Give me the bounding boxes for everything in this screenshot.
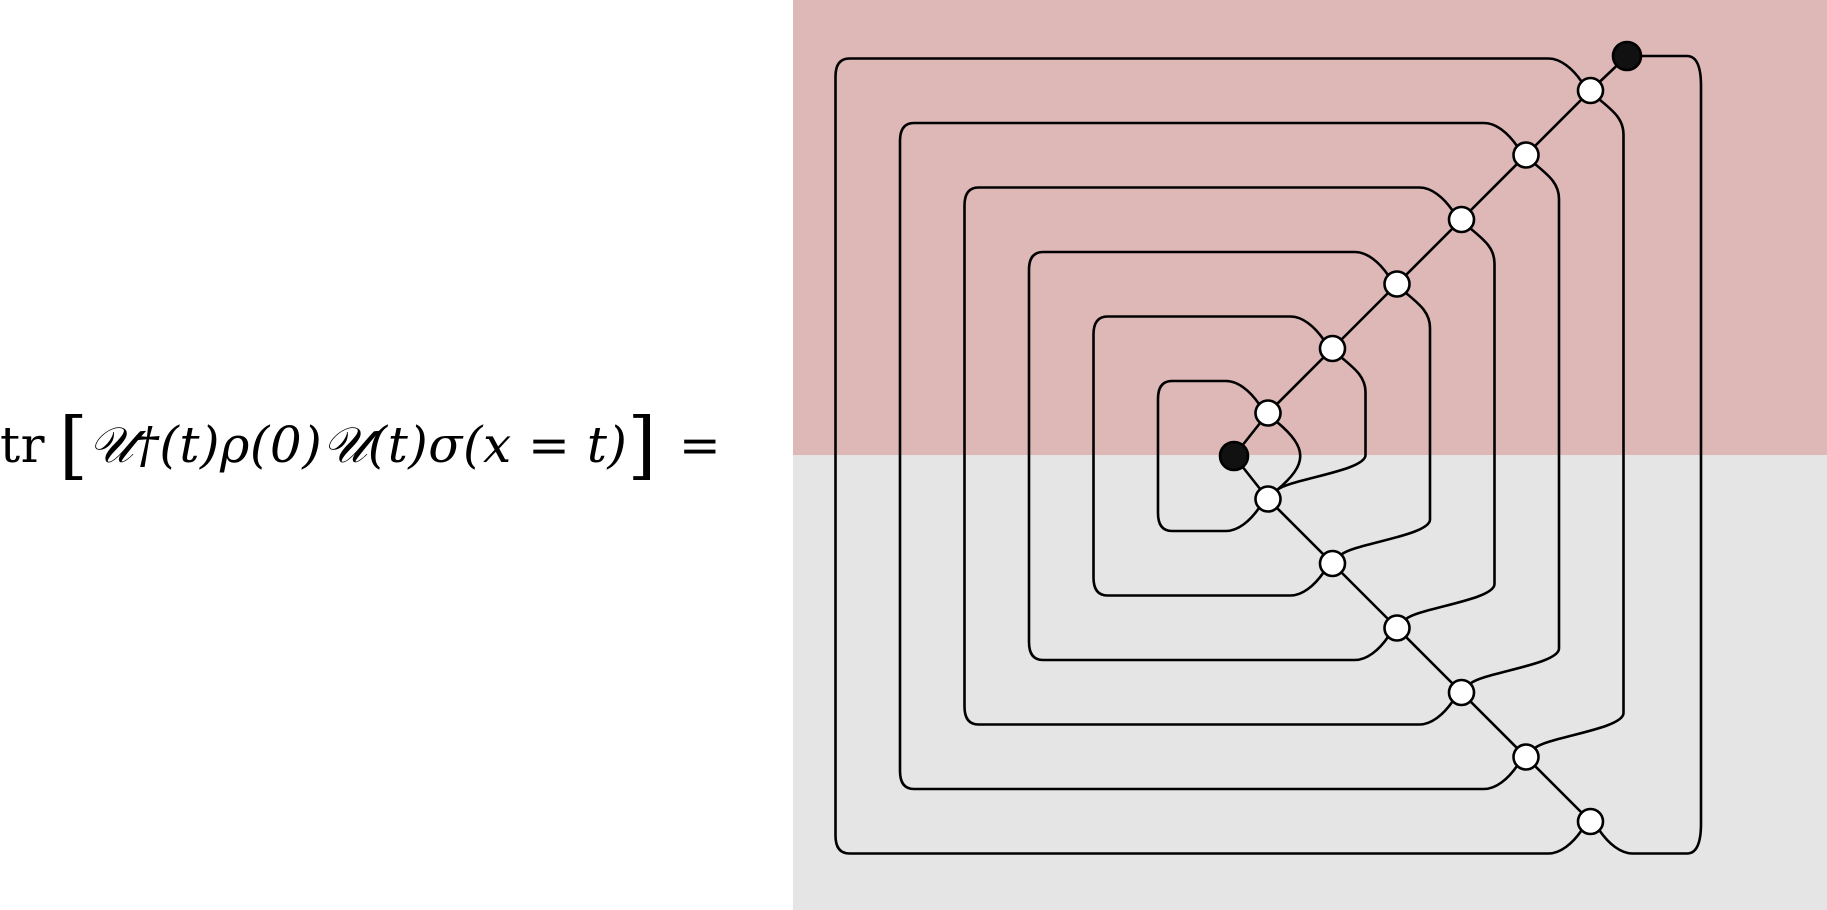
- lower-diagonal-segment: [1267, 498, 1334, 565]
- upper-diagonal-segment: [1525, 89, 1592, 156]
- upper-region: [793, 0, 1827, 455]
- open-node: [1254, 485, 1282, 513]
- right-loop-wire: [1469, 163, 1561, 685]
- upper-diagonal-segment: [1396, 218, 1463, 285]
- equals-sign: =: [678, 416, 722, 474]
- filled-node-top: [1611, 40, 1643, 72]
- open-node: [1318, 334, 1347, 363]
- close-bracket: ]: [627, 402, 657, 488]
- upper-diagonal-segment: [1331, 283, 1398, 350]
- upper-diagonal-segment: [1460, 154, 1527, 221]
- open-node: [1512, 141, 1540, 169]
- left-loop-wire: [1027, 250, 1390, 662]
- inner-right-loop-wire: [1276, 421, 1302, 491]
- left-loop-wire: [1092, 315, 1325, 597]
- open-node: [1383, 614, 1411, 642]
- trace-expression: 𝒰†(t)ρ(0)𝒰(t)σ(x = t): [88, 415, 628, 474]
- left-loop-wire: [963, 186, 1454, 726]
- open-bracket: [: [59, 402, 89, 488]
- open-node: [1447, 205, 1476, 234]
- left-loop-wire: [898, 121, 1519, 791]
- right-loop-wire: [1405, 227, 1496, 621]
- lower-diagonal-segment: [1331, 562, 1398, 629]
- outer-right-loop-wire: [1598, 54, 1703, 855]
- right-loop-wire: [1340, 292, 1432, 556]
- open-node: [1318, 549, 1347, 578]
- left-loop-wire: [834, 57, 1583, 855]
- open-node: [1447, 678, 1476, 707]
- left-loop-wire: [1156, 379, 1261, 533]
- open-node: [1512, 743, 1540, 771]
- lower-diagonal-segment: [1460, 691, 1527, 758]
- tensor-network-svg: [793, 0, 1827, 910]
- upper-diagonal-segment: [1267, 347, 1334, 414]
- filled-node-center: [1218, 440, 1250, 472]
- right-loop-wire: [1276, 356, 1367, 492]
- open-node: [1383, 270, 1411, 298]
- lower-diagonal-segment: [1396, 627, 1463, 694]
- open-node: [1576, 76, 1605, 105]
- lower-region: [793, 455, 1827, 910]
- right-loop-wire: [1534, 98, 1625, 750]
- open-node: [1254, 399, 1282, 427]
- open-node: [1576, 807, 1605, 836]
- tensor-network-diagram: [793, 0, 1827, 910]
- lower-diagonal-segment: [1525, 756, 1592, 823]
- trace-equation: tr [ 𝒰†(t)ρ(0)𝒰(t)σ(x = t) ] =: [0, 400, 780, 490]
- trace-operator: tr: [0, 416, 45, 474]
